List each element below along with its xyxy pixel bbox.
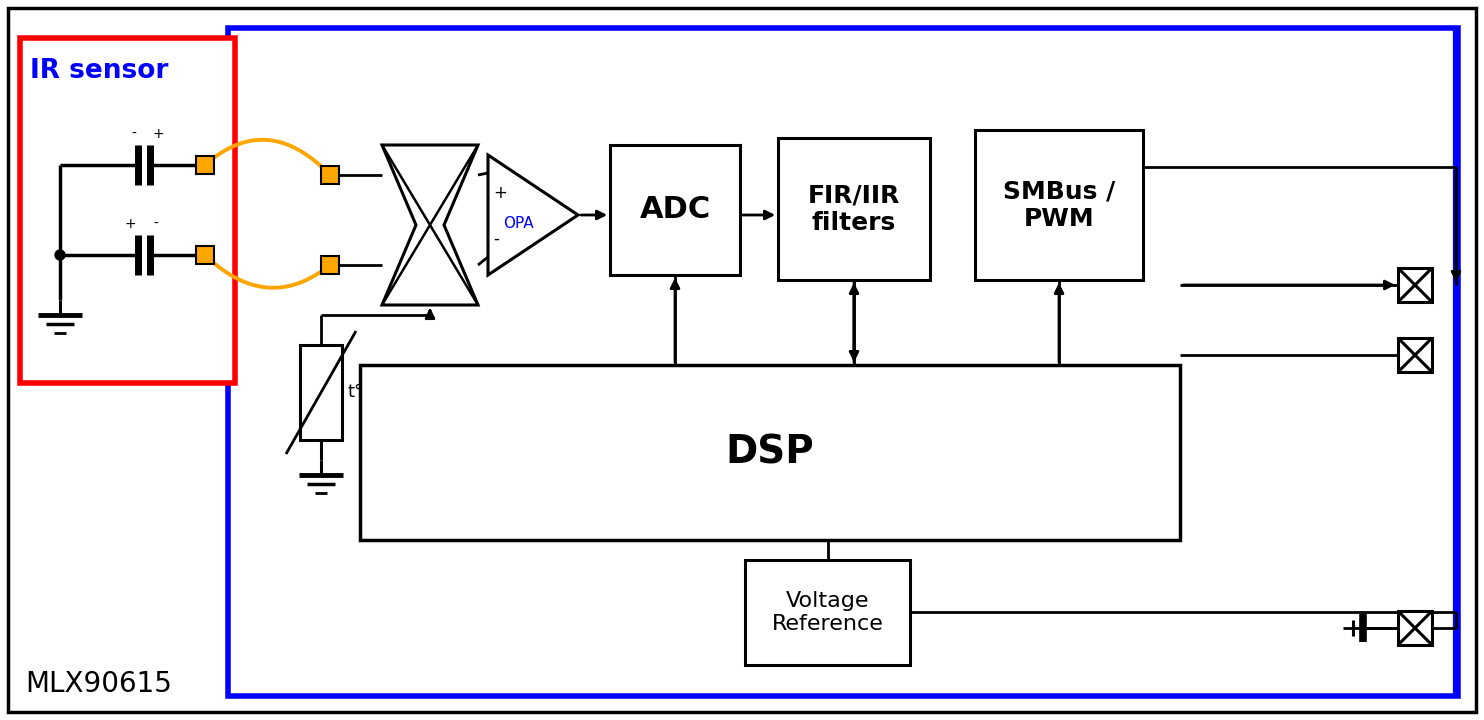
- Bar: [19, 38, 234, 383]
- Text: -: -: [493, 230, 499, 248]
- Bar: [778, 138, 930, 280]
- Text: -: -: [153, 217, 157, 231]
- Text: IR sensor: IR sensor: [30, 58, 168, 84]
- Text: -: -: [131, 127, 137, 141]
- Text: MLX90615: MLX90615: [25, 670, 172, 698]
- Circle shape: [55, 250, 65, 260]
- Bar: [321, 256, 338, 274]
- Text: t°: t°: [349, 383, 364, 401]
- Bar: [1398, 611, 1432, 645]
- Bar: [975, 130, 1143, 280]
- Text: OPA: OPA: [503, 215, 533, 230]
- Bar: [745, 560, 910, 665]
- Polygon shape: [381, 145, 478, 305]
- Text: Voltage
Reference: Voltage Reference: [772, 591, 883, 634]
- Text: +: +: [125, 217, 137, 231]
- Text: +: +: [153, 127, 165, 141]
- Bar: [610, 145, 741, 275]
- Text: ADC: ADC: [640, 196, 711, 225]
- Text: FIR/IIR
filters: FIR/IIR filters: [807, 183, 901, 235]
- Bar: [321, 166, 338, 184]
- Bar: [300, 345, 341, 440]
- Bar: [196, 246, 214, 264]
- Polygon shape: [488, 155, 577, 275]
- Bar: [229, 28, 1457, 696]
- Text: +: +: [493, 184, 508, 202]
- Bar: [361, 365, 1180, 540]
- Bar: [196, 156, 214, 174]
- Bar: [1398, 268, 1432, 302]
- Bar: [1398, 338, 1432, 372]
- Text: SMBus /
PWM: SMBus / PWM: [1003, 179, 1114, 231]
- Text: DSP: DSP: [726, 433, 815, 472]
